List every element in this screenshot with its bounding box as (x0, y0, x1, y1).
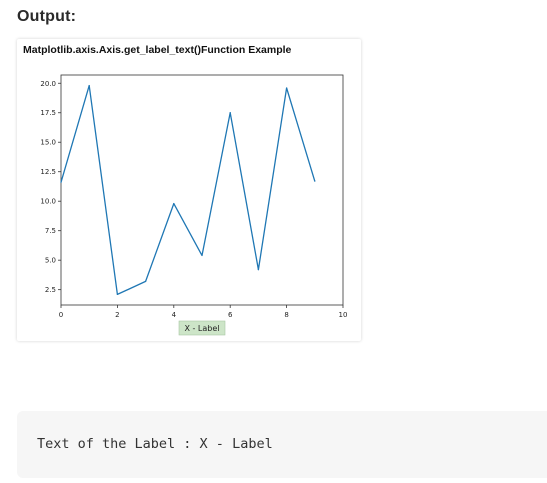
line-chart: Matplotlib.axis.Axis.get_label_text()Fun… (23, 44, 348, 336)
series-line (60, 84, 316, 296)
x-axis-label: X - Label (184, 324, 219, 333)
x-tick-label: 0 (59, 311, 63, 319)
chart-title: Matplotlib.axis.Axis.get_label_text()Fun… (23, 44, 292, 56)
x-axis-label-box (178, 320, 226, 336)
result-output-text: Text of the Label : X - Label (37, 436, 273, 452)
y-tick-label: 10.0 (40, 198, 56, 206)
data-point (173, 202, 175, 205)
y-tick-label: 2.5 (45, 286, 56, 294)
result-output-box: Text of the Label : X - Label (17, 411, 547, 478)
y-tick-label: 15.0 (40, 139, 56, 147)
y-axis-ticks: 2.5 5.0 7.5 10.0 12.5 15.0 17.5 20.0 (40, 80, 61, 294)
data-point (229, 112, 231, 114)
data-point (201, 254, 203, 257)
x-tick-label: 4 (172, 311, 177, 319)
x-tick-label: 8 (284, 311, 288, 319)
series-points (60, 85, 316, 295)
x-tick-label: 2 (115, 311, 119, 319)
x-tick-label: 10 (339, 311, 348, 319)
plot-area-frame (60, 74, 344, 306)
y-tick-label: 20.0 (40, 80, 56, 88)
data-point (145, 280, 147, 283)
y-tick-label: 17.5 (40, 109, 56, 117)
x-tick-label: 6 (228, 311, 233, 319)
data-point (314, 180, 316, 182)
data-point (257, 269, 259, 271)
y-tick-label: 5.0 (45, 257, 56, 265)
figure-card: Matplotlib.axis.Axis.get_label_text()Fun… (17, 39, 361, 341)
data-point (286, 87, 288, 89)
output-heading: Output: (17, 8, 77, 25)
x-axis-ticks: 0 2 4 6 8 10 (59, 305, 348, 319)
y-tick-label: 7.5 (45, 227, 56, 235)
data-point (116, 293, 118, 295)
data-point (88, 85, 90, 87)
y-tick-label: 12.5 (40, 168, 56, 176)
data-point (60, 181, 62, 183)
